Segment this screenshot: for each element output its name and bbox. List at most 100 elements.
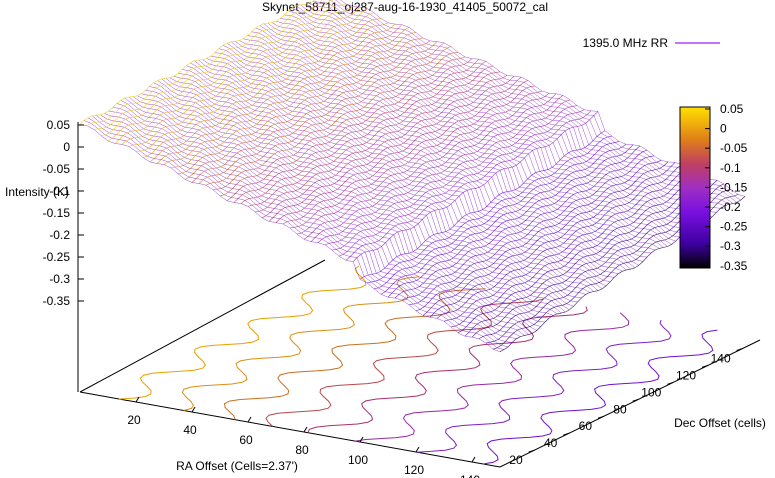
legend: 1395.0 MHz RR [583, 36, 720, 50]
z-tick-label: -0.15 [43, 206, 71, 220]
colorbar-tick-label: 0.05 [720, 102, 744, 116]
mesh-column [289, 85, 536, 229]
mesh-column [296, 90, 543, 235]
mesh-column [128, 12, 375, 147]
colorbar-tick-label: -0.3 [720, 239, 741, 253]
mesh-column [191, 41, 438, 183]
mesh-column [387, 144, 634, 298]
mesh-column [422, 161, 669, 316]
mesh-column [198, 42, 445, 184]
mesh-column [443, 169, 690, 322]
y-tick-label: 80 [613, 402, 627, 416]
mesh-column [121, 8, 368, 145]
mesh-column [163, 27, 410, 165]
x-axis-label: RA Offset (Cells=2.37') [176, 459, 298, 473]
mesh-column [205, 46, 452, 186]
mesh-row [190, 62, 611, 282]
mesh-column [373, 141, 620, 290]
mesh-column [464, 179, 711, 337]
z-tick-label: -0.35 [43, 294, 71, 308]
x-tick-label: 20 [127, 413, 141, 427]
y-tick [528, 449, 535, 453]
y-tick [736, 347, 743, 351]
mesh-row [104, 113, 525, 336]
x-tick-label: 120 [404, 463, 424, 477]
mesh-column [359, 130, 606, 280]
z-axis-label: Intensity (K) [5, 185, 69, 199]
mesh-column [275, 76, 522, 223]
mesh-column [233, 58, 480, 203]
mesh-column [415, 160, 662, 312]
mesh-column [177, 37, 424, 174]
mesh-column [380, 143, 627, 295]
y-tick-label: 100 [641, 385, 661, 399]
x-tick [191, 406, 196, 413]
mesh-column [331, 105, 578, 251]
mesh-column [261, 75, 508, 219]
contour-line [307, 306, 588, 433]
mesh-column [142, 22, 389, 158]
z-tick-label: -0.1 [49, 184, 70, 198]
mesh-column [457, 178, 704, 334]
mesh-column [338, 109, 585, 257]
z-axis: 0.05 0 -0.05 -0.1 -0.15 -0.2 -0.25 -0.3 -0.35 [43, 118, 84, 392]
x-tick [303, 426, 308, 433]
mesh-column [366, 135, 613, 284]
mesh-column [401, 149, 648, 301]
mesh-column [352, 111, 599, 262]
mesh-column [135, 18, 382, 152]
x-tick-label: 40 [183, 423, 197, 437]
x-axis: 20 40 60 80 100 120 140 [127, 396, 480, 478]
mesh-row [304, 4, 725, 207]
mesh-row [226, 42, 648, 258]
mesh-row [165, 78, 586, 295]
colorbar: 0.05 0 -0.05 -0.1 -0.15 -0.2 -0.25 -0.3 -0.35 [679, 102, 748, 273]
y-tick-label: 20 [509, 453, 523, 467]
x-tick [471, 456, 476, 463]
mesh-column [429, 162, 676, 318]
colorbar-tick-label: -0.2 [720, 200, 741, 214]
mesh-column [345, 110, 592, 261]
mesh-column [303, 92, 550, 240]
z-tick-label: -0.3 [49, 272, 70, 286]
x-tick [247, 416, 252, 423]
contour-line [223, 288, 486, 420]
mesh-row [251, 31, 672, 245]
y-tick [632, 398, 639, 402]
contour-line [482, 329, 718, 465]
mesh-column [310, 93, 557, 242]
mesh-column [268, 75, 515, 222]
mesh-row [259, 25, 680, 238]
mesh-column [114, 6, 361, 144]
mesh-row [186, 65, 607, 287]
x-tick-label: 140 [460, 473, 480, 478]
mesh-row [116, 103, 537, 331]
colorbar-tick-label: -0.35 [720, 259, 748, 273]
colorbar-tick-label: -0.1 [720, 161, 741, 175]
contour-line [355, 312, 630, 442]
mesh-column [86, 0, 323, 126]
mesh-column [282, 80, 529, 225]
y-axis-label: Dec Offset (cells) [674, 416, 766, 430]
x-tick [135, 396, 140, 403]
mesh-column [226, 58, 473, 201]
y-tick [701, 364, 709, 368]
mesh-column [317, 95, 564, 243]
mesh-column [408, 155, 655, 306]
mesh-row [198, 59, 619, 274]
mesh-column [156, 24, 403, 164]
contour-line [181, 276, 420, 411]
mesh-column [471, 180, 718, 338]
mesh-column [212, 52, 459, 190]
mesh-column [436, 164, 683, 319]
x-tick [359, 436, 364, 443]
y-tick [597, 415, 605, 419]
mesh-column [247, 65, 494, 207]
colorbar-ticks: 0.05 0 -0.05 -0.1 -0.15 -0.2 -0.25 -0.3 -0.35 [705, 102, 748, 273]
contour-line [119, 265, 367, 400]
mesh-row [149, 86, 570, 311]
y-tick-label: 120 [676, 368, 696, 382]
y-tick [563, 432, 570, 436]
mesh-column [149, 23, 396, 163]
